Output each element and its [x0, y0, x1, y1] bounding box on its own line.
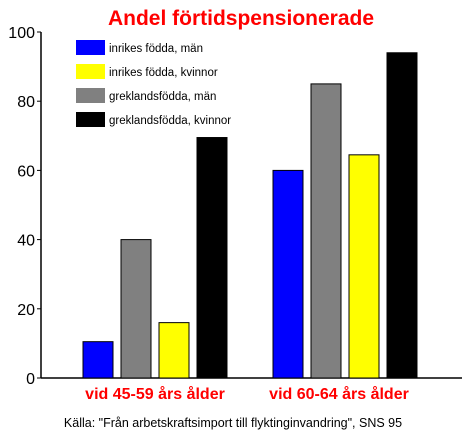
- legend-swatch: [76, 40, 105, 55]
- y-tick-label: 80: [17, 94, 35, 111]
- source-note: Källa: "Från arbetskraftsimport till fly…: [64, 416, 402, 430]
- bar-1-3: [386, 52, 418, 379]
- bar-0-2: [120, 239, 152, 379]
- legend: inrikes födda, män inrikes födda, kvinnor…: [76, 40, 231, 127]
- bar-0-1: [158, 322, 190, 379]
- bar-1-1: [348, 154, 380, 379]
- legend-label: inrikes födda, kvinnor: [109, 67, 218, 79]
- y-tick-label: 40: [17, 233, 35, 250]
- legend-label: greklandsfödda, män: [109, 91, 216, 103]
- bar-0-3: [196, 137, 228, 379]
- legend-label: inrikes födda, män: [109, 43, 203, 55]
- legend-swatch: [76, 112, 105, 127]
- category-label: vid 45-59 års ålder: [85, 385, 225, 403]
- bar-0-0: [82, 341, 114, 379]
- bar-1-2: [310, 83, 342, 379]
- legend-swatch: [76, 64, 105, 79]
- legend-swatch: [76, 88, 105, 103]
- y-tick-label: 0: [26, 371, 35, 388]
- bars: [82, 52, 418, 379]
- y-tick-label: 100: [8, 25, 35, 42]
- legend-label: greklandsfödda, kvinnor: [109, 115, 231, 127]
- category-labels: vid 45-59 års ålder vid 60-64 års ålder: [85, 385, 409, 403]
- y-tick-label: 20: [17, 302, 35, 319]
- y-axis: 0 20 40 60 80 100: [8, 25, 42, 388]
- category-label: vid 60-64 års ålder: [269, 385, 409, 403]
- y-tick-label: 60: [17, 163, 35, 180]
- bar-1-0: [272, 169, 304, 379]
- chart-title: Andel förtidspensionerade: [108, 7, 374, 30]
